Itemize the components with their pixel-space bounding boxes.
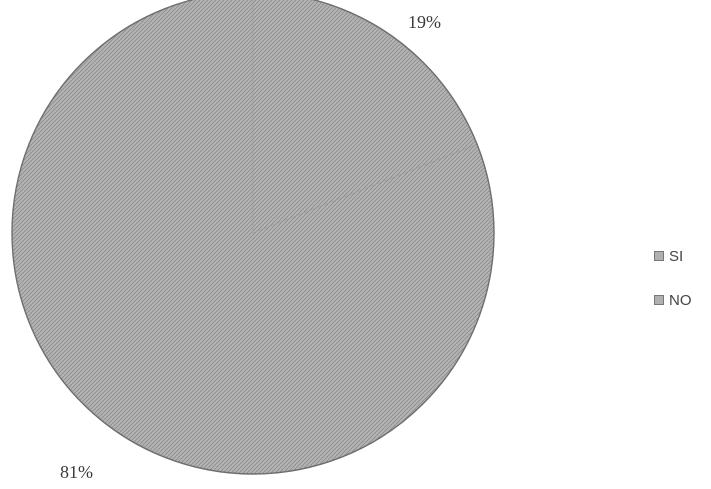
legend-label-no: NO <box>669 291 692 309</box>
legend: SI NO <box>654 245 692 333</box>
pie-slices <box>11 0 495 475</box>
pie-outline <box>11 0 495 475</box>
slice-label-no: 81% <box>60 462 93 482</box>
legend-label-si: SI <box>669 247 684 265</box>
legend-item-no: NO <box>654 289 692 311</box>
legend-swatch-icon <box>654 295 664 305</box>
legend-swatch-icon <box>654 251 664 261</box>
slice-label-si: 19% <box>408 12 441 32</box>
legend-item-si: SI <box>654 245 692 267</box>
